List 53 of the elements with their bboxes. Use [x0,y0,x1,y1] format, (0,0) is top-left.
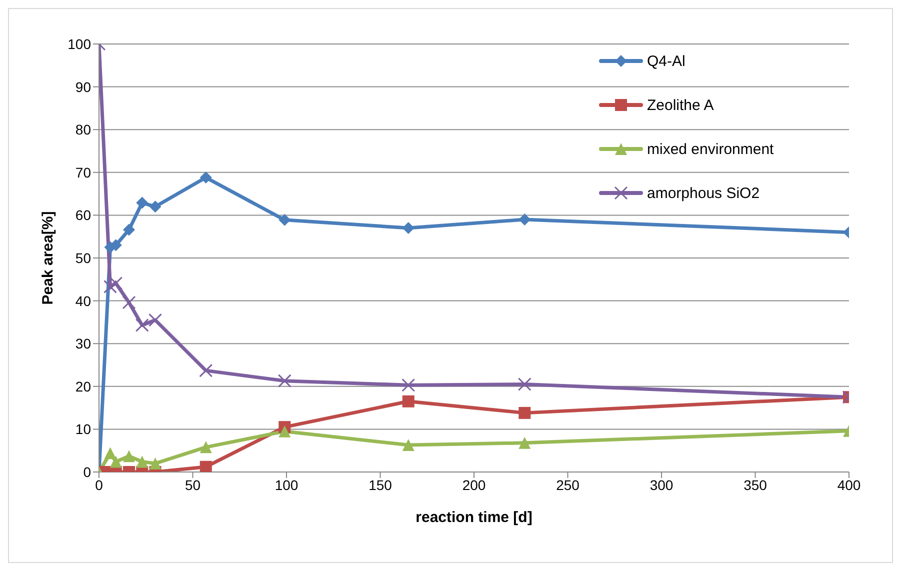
point [518,436,531,449]
y-axis-title: Peak area[%] [39,211,56,305]
y-tick-label: 90 [75,78,92,95]
x-tick-label: 350 [744,476,768,493]
x-tick-label: 400 [837,476,861,493]
x-tick-label: 250 [556,476,580,493]
x-axis-title: reaction time [d] [416,509,532,526]
x-tick-label: 200 [462,476,486,493]
point [402,378,416,392]
point [148,313,162,327]
y-tick-label: 20 [75,378,92,394]
point [278,214,291,226]
point [104,280,117,294]
point [278,425,291,438]
y-tick-label: 0 [83,464,92,480]
point [104,447,116,460]
point [109,276,123,290]
point [149,200,162,213]
point [402,439,414,452]
y-tick-label: 10 [75,421,92,438]
y-tick-label: 60 [75,207,92,224]
point [110,456,122,468]
y-tick-label: 70 [75,164,92,180]
point [123,224,135,236]
point [402,222,414,234]
point [199,364,213,378]
x-tick-label: 50 [184,476,201,493]
point [200,172,212,184]
x-tick-label: 300 [650,476,674,493]
y-tick-label: 50 [75,250,92,266]
point [200,460,212,472]
point [123,450,135,462]
point [518,406,531,419]
y-tick-label: 100 [68,36,92,52]
legend-label: amorphous SiO2 [647,184,760,202]
point [135,318,149,332]
point [278,374,292,388]
point [122,296,136,310]
x-tick-label: 0 [95,476,104,493]
legend-label: Zeolithe A [647,96,714,114]
point [136,196,148,209]
point [402,395,414,408]
legend-label: mixed environment [647,140,774,158]
y-tick-label: 30 [75,336,92,352]
y-tick-label: 40 [75,292,92,309]
legend-label: Q4-Al [647,52,686,70]
x-tick-label: 150 [368,476,392,493]
point [149,457,162,470]
x-tick-label: 100 [274,476,298,493]
point [136,456,148,468]
point [518,378,532,392]
point [200,441,212,454]
y-tick-label: 80 [75,122,92,138]
